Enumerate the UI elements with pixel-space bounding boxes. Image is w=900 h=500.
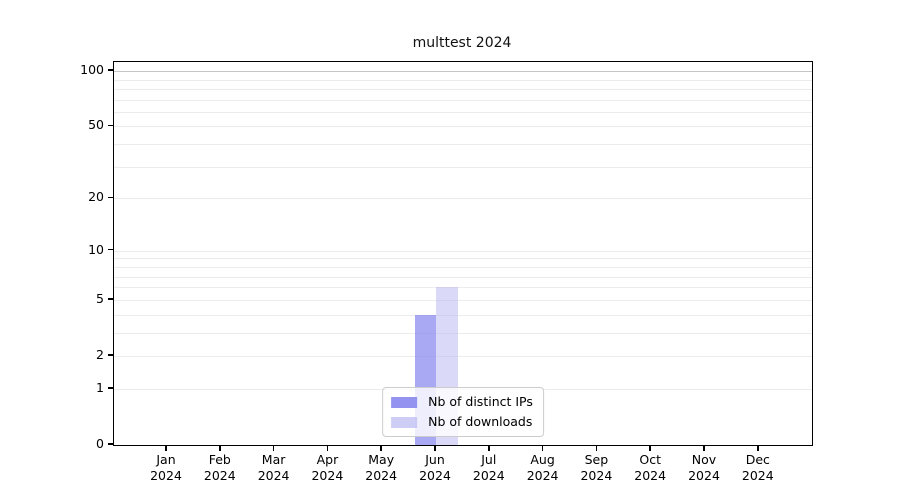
- x-axis-tick: [757, 446, 759, 451]
- x-tick-label: Jul 2024: [472, 452, 505, 483]
- y-tick-label: 2: [96, 346, 104, 362]
- minor-gridline: [114, 79, 812, 81]
- x-tick-label: Oct 2024: [634, 452, 667, 483]
- legend-item-distinct-ips: Nb of distinct IPs: [391, 394, 533, 410]
- minor-gridline: [114, 198, 812, 200]
- x-tick-label: Jan 2024: [150, 452, 182, 483]
- minor-gridline: [114, 111, 812, 113]
- minor-gridline: [114, 299, 812, 301]
- chart-title: multtest 2024: [412, 35, 512, 51]
- legend-item-downloads: Nb of downloads: [391, 414, 533, 430]
- y-tick-label: 1: [96, 379, 104, 395]
- legend-swatch-distinct-ips-icon: [391, 396, 418, 408]
- legend-label-distinct-ips: Nb of distinct IPs: [428, 394, 533, 409]
- y-tick-label: 20: [88, 189, 104, 205]
- y-axis-tick: [108, 196, 113, 199]
- y-axis-tick: [108, 443, 113, 445]
- x-tick-label: Mar 2024: [257, 452, 290, 483]
- x-tick-label: Nov 2024: [688, 452, 720, 483]
- x-axis-tick: [434, 446, 436, 451]
- minor-gridline: [114, 126, 812, 128]
- plot-area: Nb of distinct IPs Nb of downloads: [113, 61, 813, 446]
- x-tick-label: Aug 2024: [526, 452, 559, 483]
- minor-gridline: [114, 88, 812, 90]
- y-axis-tick: [108, 248, 113, 251]
- minor-gridline: [114, 276, 812, 278]
- legend-swatch-downloads-icon: [391, 416, 418, 428]
- y-tick-label: 5: [96, 290, 104, 306]
- x-axis-tick: [488, 446, 490, 451]
- minor-gridline: [114, 99, 812, 101]
- y-tick-label: 10: [88, 241, 104, 257]
- minor-gridline: [114, 258, 812, 260]
- x-axis-tick: [219, 446, 221, 451]
- x-axis-tick: [649, 446, 651, 451]
- x-axis-tick: [380, 446, 382, 451]
- y-axis-tick: [108, 69, 113, 71]
- x-axis-tick: [326, 446, 329, 451]
- legend: Nb of distinct IPs Nb of downloads: [382, 387, 544, 437]
- legend-label-downloads: Nb of downloads: [428, 414, 533, 429]
- minor-gridline: [114, 314, 812, 316]
- x-tick-label: May 2024: [365, 452, 398, 483]
- y-axis-tick: [108, 298, 113, 300]
- x-tick-label: Feb 2024: [203, 452, 236, 483]
- y-tick-label: 50: [88, 117, 104, 133]
- minor-gridline: [114, 250, 812, 252]
- minor-gridline: [114, 144, 812, 146]
- y-axis-tick: [108, 124, 113, 127]
- x-tick-label: Apr 2024: [311, 452, 344, 483]
- y-tick-label: 100: [80, 62, 104, 78]
- major-gridline: [114, 71, 812, 73]
- x-axis-tick: [272, 446, 275, 451]
- minor-gridline: [114, 287, 812, 289]
- minor-gridline: [114, 332, 812, 334]
- x-tick-label: Dec 2024: [741, 452, 774, 483]
- y-tick-label: 0: [96, 436, 104, 451]
- x-axis-tick: [165, 446, 167, 451]
- minor-gridline: [114, 266, 812, 268]
- x-tick-label: Jun 2024: [419, 452, 451, 483]
- x-tick-label: Sep 2024: [580, 452, 613, 483]
- x-axis-tick: [595, 446, 598, 451]
- minor-gridline: [114, 166, 812, 168]
- y-axis-tick: [108, 354, 113, 356]
- y-axis-tick: [108, 387, 113, 389]
- minor-gridline: [114, 355, 812, 357]
- x-axis-tick: [541, 446, 544, 451]
- x-axis-tick: [703, 446, 705, 451]
